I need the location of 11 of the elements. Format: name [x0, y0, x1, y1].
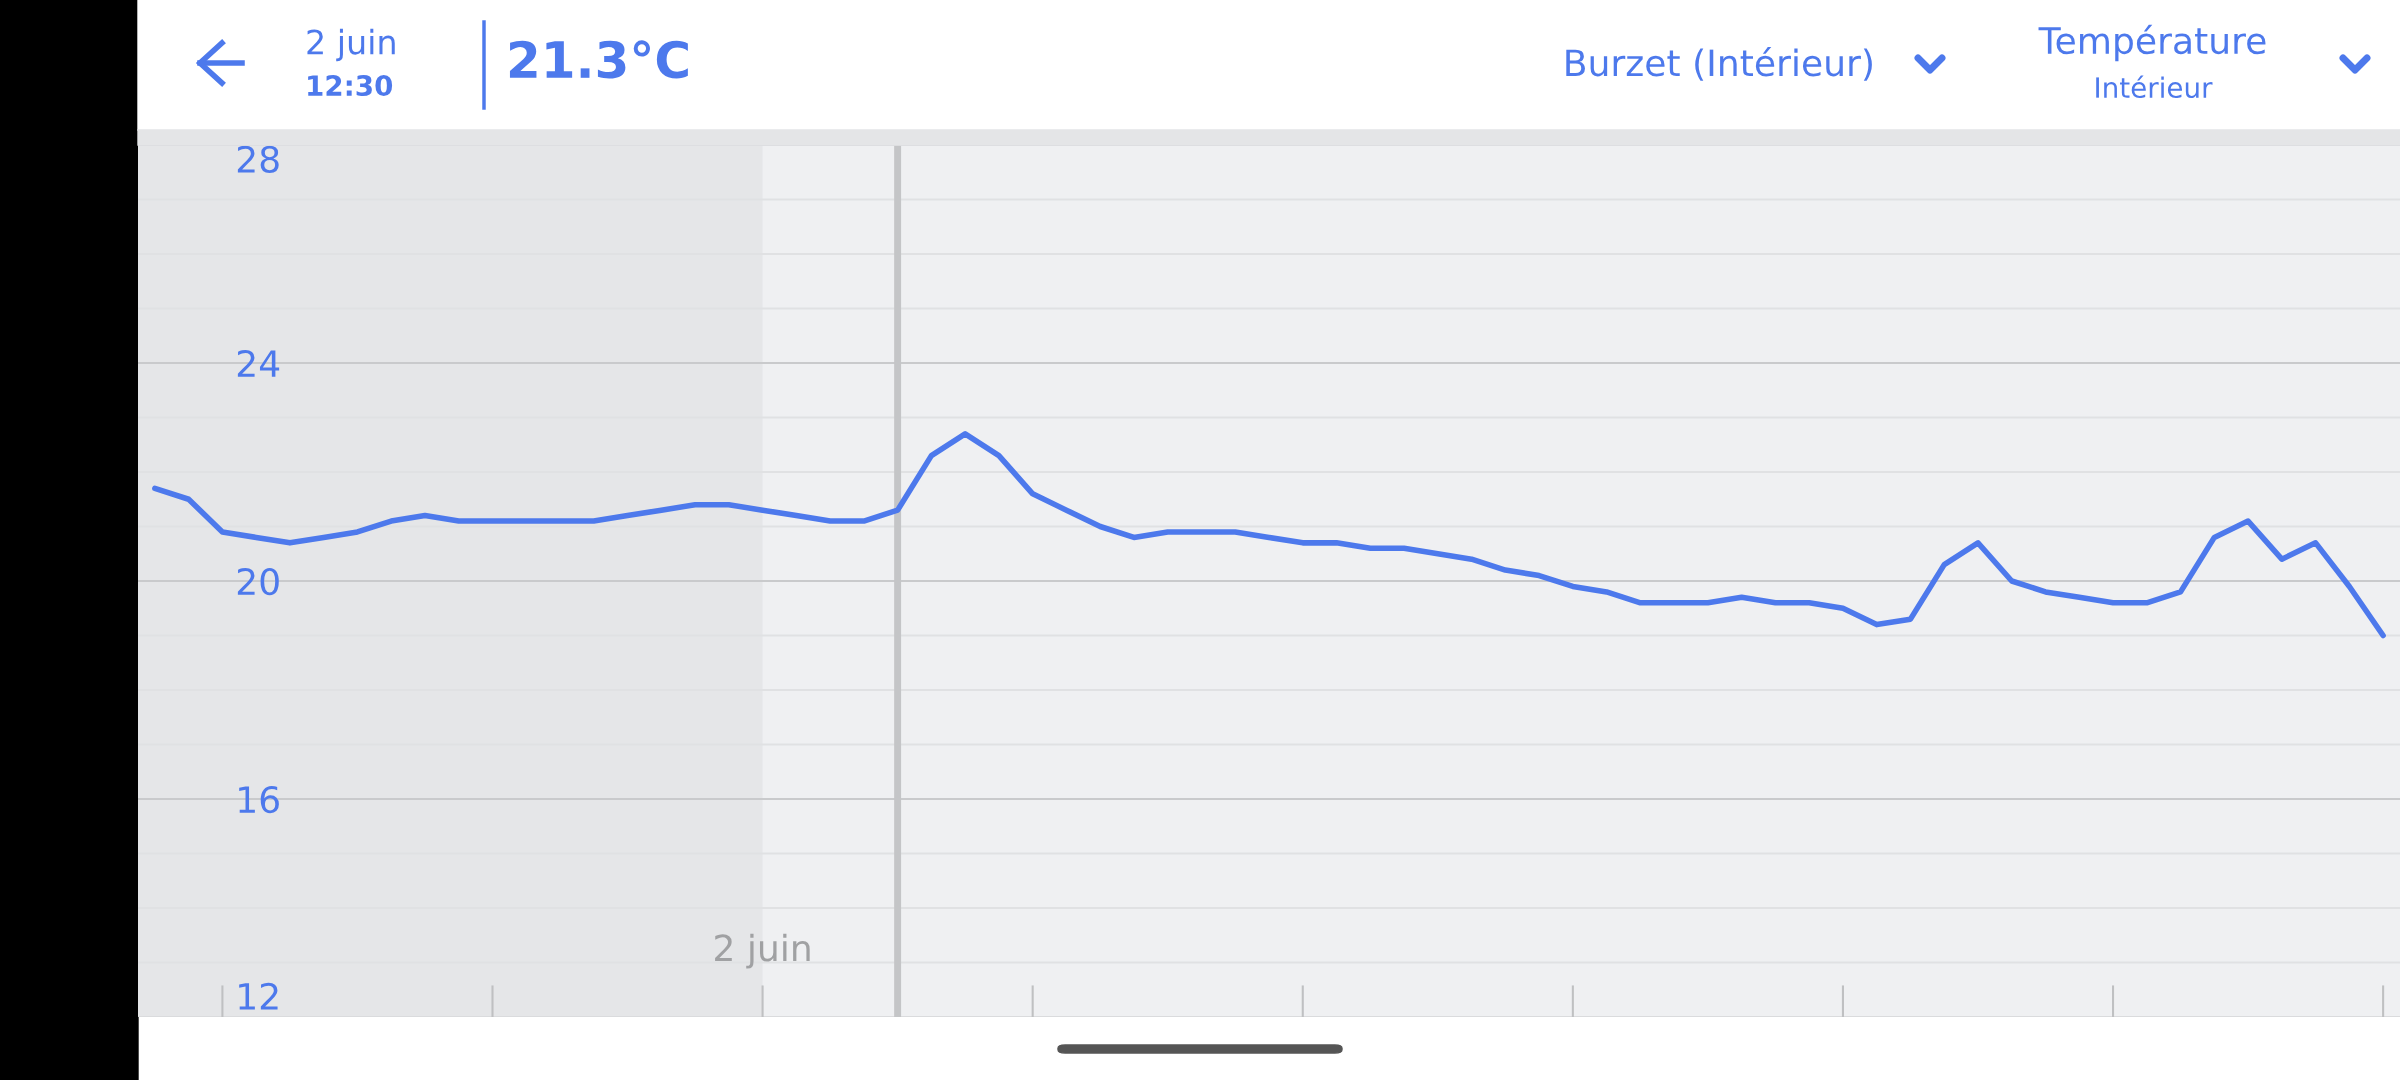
- chart-subtitle: Intérieur: [2096, 75, 2213, 99]
- y-tick-label: 20: [237, 567, 279, 596]
- text: 2 juin: [307, 28, 395, 62]
- text: Burzet (Intérieur): [1566, 47, 1872, 81]
- y-tick-label: 24: [237, 349, 280, 377]
- y-tick-label: 12: [239, 982, 278, 1010]
- chart-title: Température: [2038, 24, 2266, 62]
- text: 12:30: [308, 75, 393, 97]
- text: 21.3°C: [509, 40, 688, 79]
- y-tick-label: 28: [237, 145, 279, 173]
- y-tick-label: 16: [239, 785, 279, 814]
